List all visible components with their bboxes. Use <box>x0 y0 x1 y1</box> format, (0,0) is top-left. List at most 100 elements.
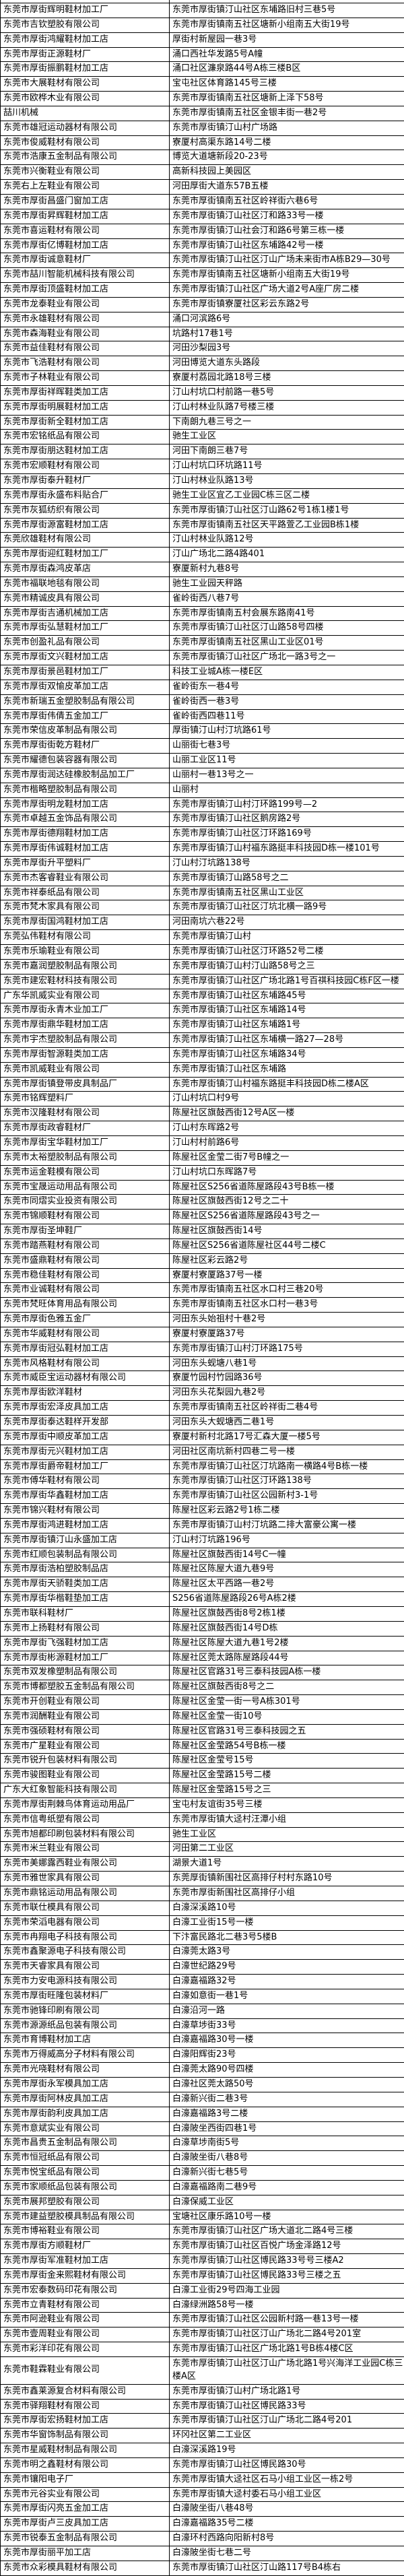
company-name-cell: 东莞市荣滔电器有限公司 <box>1 1915 170 1930</box>
company-name-cell: 东莞市喆川智能机械科技有限公司 <box>1 268 170 283</box>
company-name-cell: 东莞市悦宝纸品有限公司 <box>1 2166 170 2181</box>
table-row: 东莞市润酬鞋业有限公司 陈屋社区金莹一街10号 <box>1 1709 404 1724</box>
table-row: 东莞市厚街镇汀山永盛加工店 汀山村汀坑路196号 <box>1 1533 404 1548</box>
company-name-cell: 东莞市厚街升平塑料厂 <box>1 856 170 871</box>
company-name-cell: 东莞市厚街鸿耀鞋材加工店 <box>1 32 170 47</box>
address-cell: 白濠深溪路19号 <box>170 2443 404 2458</box>
address-cell: 东莞市厚街镇南五社区岭祥街二巷4号 <box>170 1401 404 1416</box>
address-cell: 陈屋社区旗鼓西街12号A区一楼 <box>170 1107 404 1121</box>
table-row: 东莞市明之鑫鞋材有限公司 东莞市厚街镇汀山社区博民路30号 <box>1 2457 404 2472</box>
table-row: 东莞市厚街爵帝鞋材加工厂 东莞市厚街镇汀山社区汀坑路南一横路4号B栋一楼 <box>1 1459 404 1474</box>
address-cell: 河田东头大蚬塘西二巷1号 <box>170 1416 404 1430</box>
company-name-cell: 东莞市嘉润塑胶制品有限公司 <box>1 959 170 974</box>
table-row: 东莞市联仕模具有限公司 白濠深溪路10号 <box>1 1901 404 1915</box>
company-name-cell: 东莞市宇杰塑胶制品有限公司 <box>1 1033 170 1048</box>
address-cell: 东莞市厚街镇南五社区水口村一巷3号 <box>170 1298 404 1313</box>
table-row: 东莞市灰狐纺织有限公司 东莞市厚街镇汀山社区汀山路62号1栋1楼1号 <box>1 503 404 518</box>
table-row: 东莞市厚街鸿进鞋材加工店 东莞市厚街镇汀山村汀坑路二排大富豪公寓一楼 <box>1 1518 404 1533</box>
company-name-cell: 东莞市鑫聚源电子科技有限公司 <box>1 1945 170 1960</box>
table-row: 东莞市宇杰塑胶制品有限公司 东莞市厚街镇汀山社区东埔横一路27—28号 <box>1 1033 404 1048</box>
address-cell: 河田第二工业区 <box>170 1842 404 1857</box>
company-name-cell: 东莞市鑫莱源复合材料有限公司 <box>1 2384 170 2399</box>
company-name-cell: 东莞市卓越五金饰品有限公司 <box>1 812 170 827</box>
company-name-cell: 东莞市厚街华楷鞋垫加工店 <box>1 1592 170 1607</box>
address-cell: 东莞市厚街镇汀山社区博民路33号 <box>170 2399 404 2414</box>
address-cell: 汀山村东晖路2号 <box>170 1121 404 1136</box>
address-cell: 东莞市厚街镇汀山社区汀山广场北路1号兴海洋工业园C栋三楼A区 <box>170 2357 404 2385</box>
address-cell: 白濠嘉福路30号一楼 <box>170 2033 404 2048</box>
address-cell: 宝塘社区康乐路10号一楼 <box>170 2210 404 2224</box>
address-cell: 东莞市厚街镇汀山社区东埔路34号 <box>170 1047 404 1062</box>
table-row: 东莞市业诚鞋材有限公司 东莞市厚街镇南五社区水口村三巷20号 <box>1 1283 404 1298</box>
table-row: 东莞市红顺包装制品有限公司 陈屋社区旗鼓西街14号C一幢 <box>1 1548 404 1562</box>
address-cell: 汀山村林业队路12号 <box>170 533 404 548</box>
address-cell: 东莞市厚街镇汀山社区东埔路14号 <box>170 1003 404 1018</box>
company-name-cell: 东莞市厚街荆棘鸟体育运动用品厂 <box>1 1797 170 1812</box>
company-name-cell: 东莞市梵木家具有限公司 <box>1 900 170 915</box>
address-cell: 山丽工业区11号 <box>170 754 404 768</box>
table-row: 东莞市踏燕鞋材有限公司 陈屋社区S256省道陈屋社区44号二楼C <box>1 1239 404 1253</box>
address-cell: 白濠嘉福路32号 <box>170 1975 404 1989</box>
table-row: 东莞市源源纸品包装有限公司 白濠草埗街33号 <box>1 2018 404 2033</box>
address-cell: 白濠嘉福路35号二楼 <box>170 2517 404 2532</box>
table-row: 东莞市喜运鞋材有限公司 东莞市厚街镇汀山社会汀和路6号第三栋一楼 <box>1 224 404 238</box>
table-row: 东莞市众彩模具鞋材有限公司 东莞市厚街镇汀山社区汀山路117号B4栋右 <box>1 2561 404 2575</box>
address-cell: 东莞市厚街镇汀山社区公园新村3-1号 <box>170 1489 404 1504</box>
table-row: 东莞市厚街昌盛门窗加工店 东莞市厚街镇南五社区岭祥街六巷6号 <box>1 194 404 209</box>
company-name-cell: 东莞市厚街镇登带皮具制品厂 <box>1 1077 170 1092</box>
address-cell: 寮厦竹园村竹园路36号 <box>170 1371 404 1386</box>
company-name-cell: 东莞市威臣宝运动器材有限公司 <box>1 1371 170 1386</box>
address-cell: 陈屋社区金莹路15号之三 <box>170 1783 404 1798</box>
address-cell: 陈屋社区彩云路2号 <box>170 1253 404 1268</box>
table-row: 东莞市欧桦木业有限公司 东莞市厚街镇南五社区塘新上泽下58号 <box>1 92 404 106</box>
address-cell: 陈屋社区莞太路陈屋路段44号 <box>170 1651 404 1665</box>
company-name-cell: 东莞市厚街吉通机械加工店 <box>1 606 170 621</box>
company-name-cell: 东莞市宏顺鞋材有限公司 <box>1 459 170 474</box>
table-row: 东莞市元谷实业有限公司 东莞市厚街镇大迳村委石马小组工业区 <box>1 2487 404 2502</box>
address-cell: 东莞市厚街镇汀山社区汀环路138号 <box>170 1474 404 1489</box>
company-name-cell: 东莞市厚街正源鞋材厂 <box>1 47 170 62</box>
table-row: 东莞市厚街色雅五金厂 河田东头始祖村十巷2号 <box>1 1313 404 1327</box>
table-row: 东莞市宏泰数码印花有限公司 白濠工业街29号四海工业园 <box>1 2283 404 2298</box>
table-row: 东莞市厚街双愉皮革加工店 雀岭街东一巷4号 <box>1 680 404 694</box>
table-row: 东莞市鑫莱源复合材料有限公司 东莞市厚街镇汀山村广场北路1号 <box>1 2384 404 2399</box>
address-cell: 陈屋社区旗鼓西街8号之二 <box>170 1680 404 1695</box>
company-name-cell: 东莞市恒冠纸品有限公司 <box>1 2151 170 2166</box>
company-name-cell: 东莞市厚街圣坤鞋厂 <box>1 1224 170 1239</box>
table-row: 东莞市卓越五金饰品有限公司 东莞市厚街镇汀山社区鹅房路2号 <box>1 812 404 827</box>
company-name-cell: 东莞市俊威鞋材有限公司 <box>1 135 170 150</box>
address-cell: 白濠社区莞太路50号 <box>170 2077 404 2092</box>
company-name-cell: 东莞市业诚鞋材有限公司 <box>1 1283 170 1298</box>
company-name-cell: 东莞市光哓鞋材有限公司 <box>1 2063 170 2078</box>
address-cell: 驰生工业区 <box>170 430 404 444</box>
company-name-cell: 东莞市锦兴鞋材有限公司 <box>1 1504 170 1519</box>
company-name-cell: 东莞市厚街亿博鞋材加工店 <box>1 238 170 253</box>
address-cell: 白濠工业街29号四海工业园 <box>170 2283 404 2298</box>
table-row: 东莞市耀德包装容器有限公司 山丽工业区11号 <box>1 754 404 768</box>
table-row: 东莞市驿翔鞋材有限公司 东莞市厚街镇汀山社区博民路33号 <box>1 2399 404 2414</box>
company-name-cell: 东莞市上扬鞋材有限公司 <box>1 1621 170 1636</box>
table-row: 东莞市家顺纸品包装有限公司 白濠嘉福路南二巷9号 <box>1 2180 404 2195</box>
table-row: 东莞市飞浩鞋材有限公司 河田博览大道东头路段 <box>1 356 404 371</box>
table-row: 东莞市鼎铭运动用品有限公司 东莞市厚街新围社区高排仔小组 <box>1 1886 404 1901</box>
address-cell: 东莞市厚街镇南五社区水口村三巷20号 <box>170 1283 404 1298</box>
table-row: 东莞市华窗饰制品有限公司 环冈社区第二工业区 <box>1 2429 404 2443</box>
company-name-cell: 东莞市厚街森鸿皮革店 <box>1 562 170 577</box>
address-cell: 东莞市厚街镇汀山社区广场北路1号B栋4楼C区 <box>170 2342 404 2357</box>
address-cell: 白濠嘉福路3号二楼 <box>170 2107 404 2121</box>
company-name-cell: 东莞市厚街中顺皮革加工店 <box>1 1430 170 1445</box>
table-row: 东莞市厚街智源鞋类加工店 东莞市厚街镇汀山社区东埔路34号 <box>1 1047 404 1062</box>
table-row: 东莞市厚街文兴鞋材加工店 东莞市厚街镇汀山社区广场北一路3号之一 <box>1 651 404 665</box>
table-row: 东莞市厚街方顺鞋材厂 东莞市厚街镇汀山社区百悦广场金泽路12号 <box>1 2239 404 2254</box>
company-name-cell: 东莞市信粤纸塑有限公司 <box>1 1812 170 1827</box>
table-row: 东莞市风格鞋材有限公司 河田东头蚬塘八巷1号 <box>1 1356 404 1371</box>
address-cell: 山丽街七巷3号 <box>170 739 404 754</box>
company-name-cell: 东莞市厚街景邑鞋材加工厂 <box>1 665 170 680</box>
company-name-cell: 东莞市大展鞋材有限公司 <box>1 77 170 92</box>
address-cell: 白濠草埗南街5号 <box>170 2136 404 2151</box>
company-name-cell: 东莞市建益塑胶模具制品有限公司 <box>1 2210 170 2224</box>
table-row: 东莞市锐升包装材料有限公司 陈屋社区金莹号15号 <box>1 1754 404 1769</box>
table-row: 东莞市厚街旺隆包装材料厂 白濠如意街一巷1号 <box>1 1989 404 2004</box>
table-row: 东莞市厚街欧洋鞋材 河田东头花梨园九巷2号 <box>1 1386 404 1401</box>
